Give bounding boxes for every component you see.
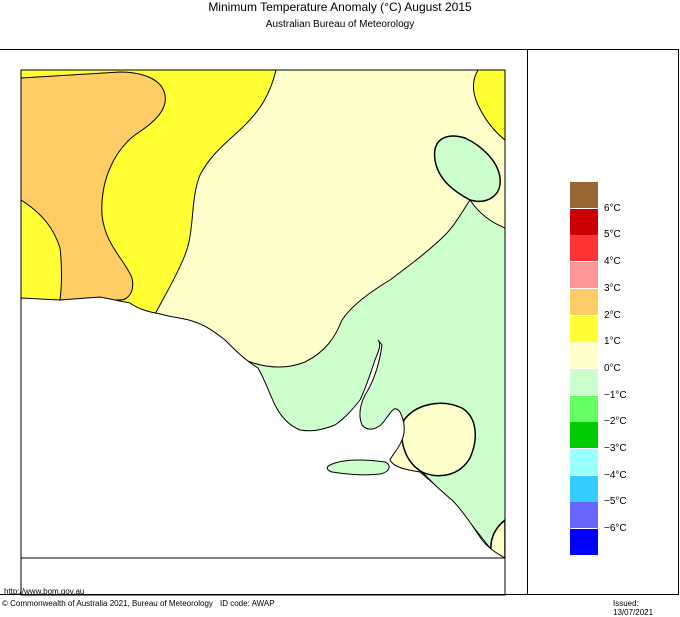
legend-label: 6°C [604, 202, 621, 214]
legend-label: −6°C [604, 523, 627, 535]
legend-label: 5°C [604, 229, 621, 241]
legend-label: 2°C [604, 309, 621, 321]
legend-swatch [570, 315, 598, 342]
legend-label: 4°C [604, 256, 621, 268]
legend-swatch [570, 235, 598, 262]
anomaly-zone-2-3 [21, 71, 166, 301]
legend-swatch [570, 395, 598, 422]
legend-swatch [570, 529, 598, 556]
legend-swatch [570, 288, 598, 315]
legend-label: 1°C [604, 336, 621, 348]
figure-frame [0, 49, 679, 595]
legend-label: 3°C [604, 282, 621, 294]
anomaly-zone-se-0-1 [401, 402, 476, 477]
legend-label: −2°C [604, 416, 627, 428]
legend-swatch [570, 208, 598, 235]
legend-swatch [570, 262, 598, 289]
legend-swatch [570, 449, 598, 475]
footer-copyright: © Commonwealth of Australia 2021, Bureau… [2, 599, 213, 608]
legend-swatch [570, 368, 598, 395]
kangaroo-island [326, 459, 390, 476]
legend-label: −5°C [604, 496, 627, 508]
legend-label: −4°C [604, 469, 627, 481]
legend-label: −3°C [604, 443, 627, 454]
legend-label: 0°C [604, 362, 621, 374]
legend-swatch [570, 182, 598, 208]
legend-label: −1°C [604, 389, 627, 401]
anomaly-zone-se-corner [490, 519, 505, 558]
legend-swatch [570, 342, 598, 369]
legend-divider [527, 49, 528, 595]
ocean [20, 296, 506, 596]
map-border [20, 69, 506, 559]
footer-issued: Issued: 13/07/2021 [613, 599, 654, 617]
footer-id-code: ID code: AWAP [220, 599, 275, 608]
footer-url[interactable]: http://www.bom.gov.au [4, 587, 85, 596]
legend-swatch [570, 475, 598, 502]
legend-swatch [570, 422, 598, 449]
map-title: Minimum Temperature Anomaly (°C) August … [208, 0, 472, 14]
anomaly-zone-neg1-0-lobe [433, 135, 501, 202]
anomaly-zone-ne-1-2 [473, 70, 505, 141]
legend-swatch [570, 502, 598, 529]
map-subtitle: Australian Bureau of Meteorology [265, 19, 415, 30]
